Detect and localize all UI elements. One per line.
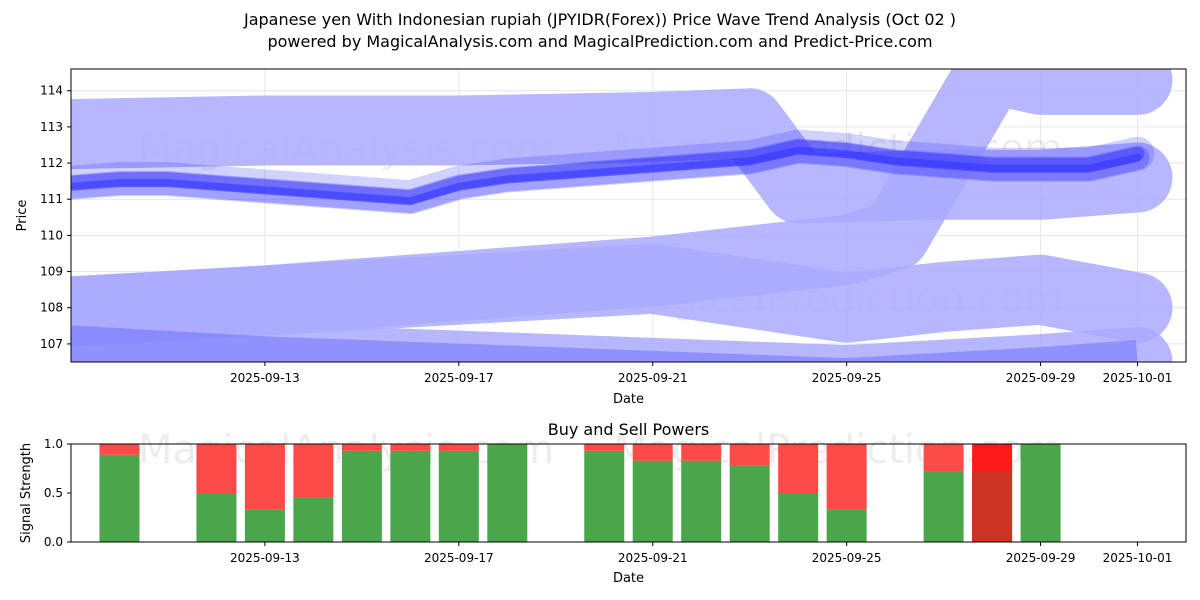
y-tick-label: 112 <box>40 156 63 170</box>
buy-bar <box>972 471 1013 542</box>
sell-bar <box>341 444 382 451</box>
x-tick-label: 2025-10-01 <box>1103 551 1173 565</box>
buy-bar <box>729 465 770 542</box>
y-tick-label: 111 <box>40 192 63 206</box>
buy-bar <box>584 450 625 542</box>
buy-bar <box>99 454 140 542</box>
y-tick-label: 109 <box>40 265 63 279</box>
y-axis-label: Signal Strength <box>19 443 34 543</box>
x-tick-label: 2025-09-29 <box>1006 371 1076 385</box>
chart-title-line1: Japanese yen With Indonesian rupiah (JPY… <box>243 10 956 29</box>
x-tick-label: 2025-09-17 <box>424 551 494 565</box>
x-tick-label: 2025-09-29 <box>1006 551 1076 565</box>
sell-bar <box>826 444 867 510</box>
y-tick-label: 108 <box>40 301 63 315</box>
buy-bar <box>778 493 819 542</box>
plot-frame <box>70 68 1187 363</box>
x-axis-label: Date <box>613 392 644 407</box>
buy-bar <box>196 493 237 542</box>
sell-bar <box>681 444 722 461</box>
y-axis-label: Price <box>15 200 30 232</box>
y-tick-label: 113 <box>40 120 63 134</box>
sell-bar <box>244 444 285 510</box>
sell-bar <box>99 444 140 455</box>
band-upper-band <box>71 88 1173 224</box>
x-tick-label: 2025-09-25 <box>812 551 882 565</box>
y-tick-label: 0.5 <box>44 486 63 500</box>
y-tick-label: 1.0 <box>44 437 63 451</box>
y-tick-label: 107 <box>40 337 63 351</box>
price-wave-plot: MagicalAnalysis.com MagicalPrediction.com… <box>15 68 1187 407</box>
sell-bar <box>778 444 819 493</box>
buy-bar <box>632 460 673 542</box>
sell-bar <box>584 444 625 451</box>
x-tick-label: 2025-09-13 <box>230 371 300 385</box>
buy-sell-powers-plot: Buy and Sell PowersMagicalAnalysis.comMa… <box>19 420 1187 586</box>
sell-bar <box>196 444 237 493</box>
x-axis-label: Date <box>613 571 644 586</box>
buy-bar <box>341 450 382 542</box>
buy-bar <box>826 509 867 542</box>
chart-title-line2: powered by MagicalAnalysis.com and Magic… <box>267 32 932 51</box>
band-breakout <box>71 69 1173 347</box>
x-tick-label: 2025-09-21 <box>618 551 688 565</box>
x-tick-label: 2025-09-25 <box>812 371 882 385</box>
y-tick-label: 114 <box>40 84 63 98</box>
sell-bar <box>632 444 673 461</box>
sell-bar <box>438 444 479 451</box>
buy-bar <box>1020 444 1061 542</box>
bottom-chart-title: Buy and Sell Powers <box>548 420 710 439</box>
series-group <box>71 69 1173 362</box>
buy-bar <box>438 450 479 542</box>
x-tick-label: 2025-09-13 <box>230 551 300 565</box>
sell-bar <box>390 444 431 451</box>
x-tick-label: 2025-09-17 <box>424 371 494 385</box>
band-lower-core <box>71 325 1138 362</box>
sell-bar <box>729 444 770 466</box>
price-wave-line <box>71 146 1142 206</box>
buy-bar <box>293 497 334 542</box>
x-tick-label: 2025-10-01 <box>1103 371 1173 385</box>
buy-bar <box>681 460 722 542</box>
buy-bar <box>923 471 964 542</box>
y-tick-label: 110 <box>40 228 63 242</box>
buy-bar <box>487 444 528 542</box>
sell-bar <box>293 444 334 498</box>
sell-bar <box>923 444 964 472</box>
buy-bar <box>390 450 431 542</box>
y-tick-label: 0.0 <box>44 535 63 549</box>
x-tick-label: 2025-09-21 <box>618 371 688 385</box>
buy-bar <box>244 509 285 542</box>
